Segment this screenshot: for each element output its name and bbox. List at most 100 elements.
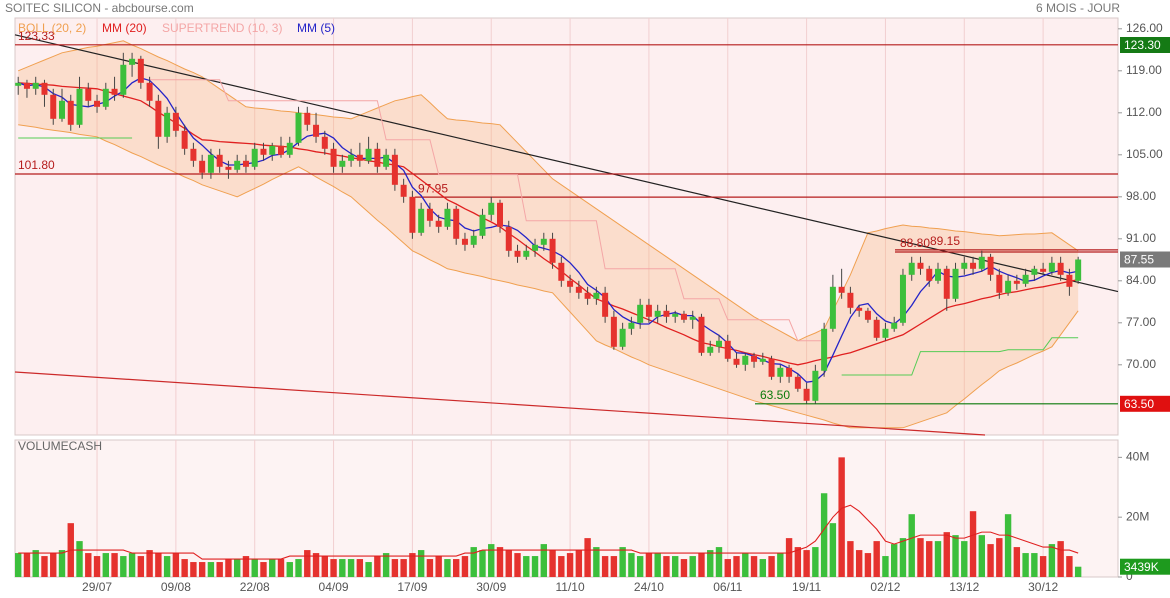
candle-body: [742, 355, 749, 365]
candle-body: [637, 304, 644, 323]
volume-bar: [969, 511, 977, 577]
volume-bar: [829, 523, 837, 577]
candle-body: [689, 316, 696, 320]
volume-bar: [759, 559, 766, 577]
candle-body: [94, 100, 101, 107]
indicator-line: [149, 79, 825, 342]
candle-body: [1048, 262, 1055, 272]
volume-bar: [610, 556, 618, 577]
volume-bar: [1039, 556, 1047, 577]
volume-bar: [873, 541, 880, 577]
volume-bar: [505, 550, 512, 577]
legend-entry: MM (20): [102, 21, 147, 35]
legend-entry: BOLL (20, 2): [18, 21, 86, 35]
candle-body: [426, 208, 433, 221]
candle-body: [864, 310, 871, 320]
volume-bar: [891, 544, 898, 577]
volume-bar: [347, 559, 355, 577]
volume-title: VOLUMECASH: [18, 439, 102, 453]
y-tick-label: 119.00: [1126, 63, 1162, 77]
candle-body: [794, 376, 801, 389]
volume-bar: [978, 535, 985, 577]
price-badge: [1120, 251, 1170, 268]
candle-body: [453, 208, 460, 239]
volume-bar: [558, 556, 565, 577]
volume-bar: [216, 562, 223, 577]
volume-bar: [312, 553, 320, 577]
volume-bar: [628, 553, 635, 577]
price-badge: [1120, 395, 1170, 412]
legend-entry: MM (5): [297, 21, 335, 35]
band-line: [18, 124, 1079, 429]
price-panel: [14, 17, 1119, 436]
volume-bar: [470, 547, 477, 577]
volume-bar: [496, 547, 504, 577]
volume-bar: [234, 559, 241, 577]
candle-body: [899, 274, 906, 323]
candle-body: [672, 313, 679, 317]
volume-bar: [76, 541, 83, 577]
volume-bar: [382, 553, 390, 577]
candle-body: [759, 358, 766, 362]
volume-bar: [146, 550, 153, 577]
candle-body: [23, 82, 30, 89]
candle-body: [383, 154, 390, 167]
trendline: [14, 34, 1119, 293]
candle-body: [680, 313, 687, 320]
volume-bar: [295, 559, 302, 577]
trendline: [14, 371, 986, 436]
candle-body: [602, 292, 609, 317]
candle-body: [216, 154, 223, 167]
volume-bar: [812, 547, 819, 577]
x-tick-label: 06/11: [713, 580, 742, 594]
candle-body: [129, 58, 136, 65]
volume-bar: [111, 553, 118, 577]
volume-bar: [58, 550, 66, 577]
volume-bar: [514, 553, 521, 577]
volume-badge: [1120, 558, 1170, 575]
volume-bar: [137, 556, 145, 577]
volume-bar: [961, 541, 968, 577]
candle-body: [821, 328, 828, 371]
candle-body: [365, 148, 372, 161]
candle-body: [838, 286, 845, 293]
x-tick-label: 11/10: [556, 580, 585, 594]
candle-body: [41, 82, 48, 95]
volume-bar: [374, 556, 381, 577]
candle-body: [181, 130, 188, 149]
level-label: 123.33: [18, 29, 55, 43]
x-tick-label: 17/09: [397, 580, 427, 594]
candle-body: [733, 358, 740, 365]
y-tick-label: 126.00: [1126, 21, 1163, 35]
candle-body: [610, 316, 617, 347]
candle-body: [479, 214, 486, 236]
volume-bar: [198, 562, 206, 577]
y-tick-label: 0: [1126, 569, 1133, 583]
candle-body: [164, 112, 171, 137]
candle-body: [444, 208, 451, 227]
candle-body: [85, 88, 92, 101]
band-fill: [18, 40, 1079, 428]
candle-body: [829, 286, 836, 329]
volume-bar: [575, 550, 583, 577]
volume-bar: [128, 553, 136, 577]
volume-bar: [304, 550, 311, 577]
candle-body: [313, 124, 320, 137]
candle-body: [321, 136, 328, 149]
x-tick-label: 04/09: [319, 580, 349, 594]
candle-body: [654, 310, 661, 317]
candle-body: [286, 142, 293, 155]
volume-bar: [864, 553, 872, 577]
candle-body: [1022, 274, 1029, 284]
volume-bar: [190, 562, 197, 577]
volume-bar: [417, 550, 425, 577]
candle-body: [584, 292, 591, 299]
indicator-line: [18, 82, 1079, 366]
volume-bar: [1074, 566, 1082, 577]
candle-body: [391, 154, 398, 185]
candle-body: [269, 145, 276, 155]
volume-bar: [479, 550, 486, 577]
candle-body: [15, 82, 22, 86]
volume-bar: [672, 556, 679, 577]
volume-bar: [93, 556, 101, 577]
